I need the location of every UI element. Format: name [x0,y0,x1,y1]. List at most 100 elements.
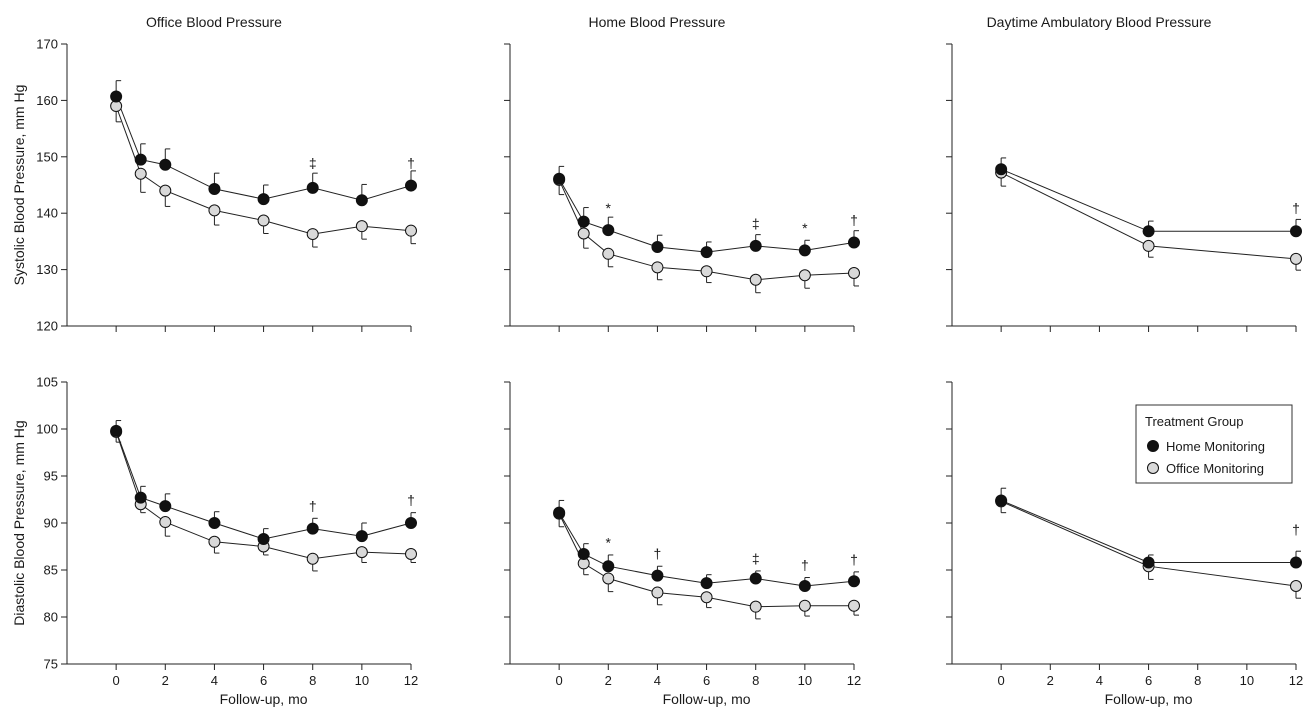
data-point [578,228,589,239]
panel-title: Home Blood Pressure [589,14,726,30]
significance-marker: † [801,557,809,573]
data-point [160,159,171,170]
significance-marker: † [654,546,662,562]
x-tick-label: 8 [752,673,759,688]
y-tick-label: 170 [36,37,58,52]
data-point [799,270,810,281]
legend-marker-home [1148,441,1159,452]
series-line [559,179,854,252]
data-point [406,180,417,191]
data-point [258,194,269,205]
data-point [849,237,860,248]
y-axis-label: Systolic Blood Pressure, mm Hg [11,85,27,286]
x-tick-label: 6 [260,673,267,688]
data-point [849,267,860,278]
y-axis-label: Diastolic Blood Pressure, mm Hg [11,420,27,625]
significance-marker: † [1292,521,1300,537]
data-point [799,580,810,591]
data-point [701,578,712,589]
y-tick-label: 160 [36,93,58,108]
data-point [356,547,367,558]
data-point [406,225,417,236]
data-point [652,242,663,253]
series-line [1001,500,1296,562]
x-tick-label: 2 [605,673,612,688]
x-tick-label: 10 [355,673,369,688]
legend-title: Treatment Group [1145,414,1244,429]
data-point [652,262,663,273]
x-axis-label: Follow-up, mo [1105,691,1193,707]
x-tick-label: 12 [847,673,861,688]
chart-panel: 120130140150160170Office Blood PressureS… [11,14,417,334]
y-tick-label: 75 [44,657,58,672]
panel-title: Daytime Ambulatory Blood Pressure [987,14,1212,30]
data-point [160,517,171,528]
data-point [603,573,614,584]
data-point [356,195,367,206]
panel-title: Office Blood Pressure [146,14,282,30]
data-point [307,523,318,534]
data-point [209,536,220,547]
data-point [849,600,860,611]
chart-panel: Daytime Ambulatory Blood Pressure† [946,14,1302,332]
data-point [111,425,122,436]
significance-marker: ‡ [752,550,760,566]
data-point [701,592,712,603]
x-tick-label: 12 [404,673,418,688]
data-point [135,168,146,179]
x-tick-label: 6 [703,673,710,688]
significance-marker: † [850,551,858,567]
chart-panel: Home Blood Pressure * ‡ * † [504,14,860,332]
y-tick-label: 130 [36,262,58,277]
data-point [1143,226,1154,237]
y-tick-label: 140 [36,206,58,221]
data-point [603,225,614,236]
legend-label-office: Office Monitoring [1166,461,1264,476]
x-tick-label: 4 [654,673,661,688]
data-point [554,173,565,184]
y-tick-label: 100 [36,422,58,437]
data-point [652,587,663,598]
y-tick-label: 90 [44,516,58,531]
y-tick-label: 95 [44,469,58,484]
x-tick-label: 0 [113,673,120,688]
data-point [160,185,171,196]
x-tick-label: 2 [162,673,169,688]
chart-panel: 024681012Follow-up, mo*†‡†† [504,382,861,707]
x-axis-label: Follow-up, mo [663,691,751,707]
data-point [258,215,269,226]
data-point [160,501,171,512]
data-point [135,492,146,503]
data-point [307,229,318,240]
data-point [356,531,367,542]
data-point [307,553,318,564]
significance-marker: * [606,534,612,550]
data-point [652,570,663,581]
data-point [750,240,761,251]
x-axis-label: Follow-up, mo [220,691,308,707]
data-point [356,221,367,232]
data-point [209,518,220,529]
significance-marker: † [850,212,858,228]
data-point [799,600,810,611]
data-point [406,518,417,529]
data-point [701,266,712,277]
y-tick-label: 120 [36,319,58,334]
significance-marker: ‡ [309,155,317,171]
chart-panels: 120130140150160170Office Blood PressureS… [11,14,1303,707]
significance-marker: ‡ [752,215,760,231]
data-point [554,507,565,518]
data-point [603,561,614,572]
legend-marker-office [1148,463,1159,474]
chart-panel: 7580859095100105024681012Follow-up, moDi… [11,375,418,708]
y-tick-label: 105 [36,375,58,390]
data-point [406,549,417,560]
data-point [1291,557,1302,568]
data-point [1291,253,1302,264]
data-point [750,573,761,584]
significance-marker: * [606,200,612,216]
significance-marker: * [802,220,808,236]
x-tick-label: 0 [998,673,1005,688]
data-point [578,216,589,227]
